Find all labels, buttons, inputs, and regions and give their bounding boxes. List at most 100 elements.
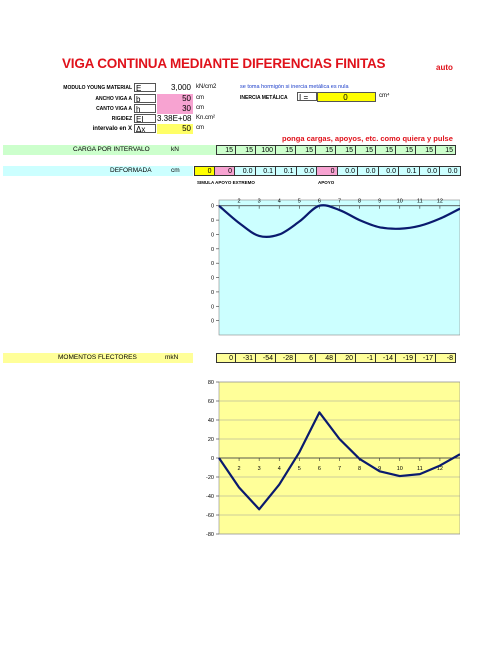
x-tick-label: 12: [437, 199, 443, 205]
momento-cell[interactable]: -1: [356, 353, 376, 363]
deformada-cell[interactable]: 0.1: [399, 166, 420, 176]
y-tick-label: 0: [211, 261, 214, 267]
carga-label: CARGA POR INTERVALO: [73, 146, 150, 153]
param-value-input[interactable]: 50: [157, 94, 193, 104]
deformada-cell[interactable]: 0.0: [358, 166, 379, 176]
y-tick-label: 0: [211, 218, 214, 224]
x-tick-label: 10: [397, 199, 403, 205]
param-label: MODULO YOUNG MATERIAL: [63, 85, 132, 91]
inercia-unit: cm⁴: [379, 93, 390, 99]
x-tick-label: 9: [378, 466, 381, 472]
y-tick-label: 0: [211, 319, 214, 325]
hormigon-note: se toma hormigón si inercia metálica es …: [240, 84, 349, 90]
deformada-cell[interactable]: 0.1: [255, 166, 276, 176]
x-tick-label: 7: [338, 199, 341, 205]
x-tick-label: 5: [298, 199, 301, 205]
inercia-value-input[interactable]: 0: [317, 92, 376, 102]
momento-cell[interactable]: 0: [216, 353, 236, 363]
momento-cell[interactable]: 48: [316, 353, 336, 363]
x-tick-label: 2: [238, 199, 241, 205]
y-tick-label: -40: [206, 494, 214, 500]
x-tick-label: 11: [417, 199, 423, 205]
x-tick-label: 11: [417, 466, 423, 472]
param-unit: Kn.cm²: [196, 115, 216, 121]
momentos-band: MOMENTOS FLECTORES mkN: [3, 353, 193, 363]
carga-cells: 15 15 100 15 15 15 15 15 15 15 15 15: [216, 145, 456, 155]
carga-cell[interactable]: 15: [336, 145, 356, 155]
param-label: ANCHO VIGA A: [95, 96, 132, 102]
deformada-cell[interactable]: 0.1: [276, 166, 297, 176]
param-label: CANTO VIGA A: [96, 106, 132, 112]
param-value-input[interactable]: 3,000: [157, 83, 193, 93]
carga-cell[interactable]: 100: [256, 145, 276, 155]
param-unit: cm: [196, 95, 204, 101]
momento-cell[interactable]: -19: [396, 353, 416, 363]
param-symbol: Δx: [134, 124, 156, 134]
series-line: [218, 411, 460, 511]
carga-cell[interactable]: 15: [216, 145, 236, 155]
x-tick-label: 2: [238, 466, 241, 472]
x-tick-label: 10: [397, 466, 403, 472]
carga-cell[interactable]: 15: [356, 145, 376, 155]
momento-cell[interactable]: -28: [276, 353, 296, 363]
simula-apoyo-label: SIMULA APOYO EXTREMO: [197, 180, 255, 185]
param-value-input[interactable]: 30: [157, 104, 193, 114]
momento-cell[interactable]: 20: [336, 353, 356, 363]
deformada-cell[interactable]: 0: [214, 166, 235, 176]
carga-cell[interactable]: 15: [236, 145, 256, 155]
deformada-cell[interactable]: 0.0: [296, 166, 317, 176]
momento-cell[interactable]: -54: [256, 353, 276, 363]
momentos-cells: 0 -31 -54 -28 6 48 20 -1 -14 -19 -17 -8: [216, 353, 456, 363]
deformada-cells: 0 0 0.0 0.1 0.1 0.0 0 0.0 0.0 0.0 0.1 0.0 0.0: [194, 166, 461, 176]
carga-cell[interactable]: 15: [396, 145, 416, 155]
instructions-note: ponga cargas, apoyos, etc. como quiera y…: [282, 134, 453, 143]
deformada-cell[interactable]: 0: [317, 166, 338, 176]
param-label: RIGIDEZ: [111, 116, 132, 122]
momento-cell[interactable]: -31: [236, 353, 256, 363]
param-unit: cm: [196, 105, 204, 111]
param-unit: cm: [196, 125, 204, 131]
momento-cell[interactable]: -17: [416, 353, 436, 363]
x-tick-label: 3: [258, 199, 261, 205]
momento-cell[interactable]: -8: [436, 353, 456, 363]
y-tick-label: 60: [208, 399, 214, 405]
momento-cell[interactable]: 6: [296, 353, 316, 363]
auto-label[interactable]: auto: [436, 63, 453, 72]
momento-cell[interactable]: -14: [376, 353, 396, 363]
y-tick-label: 0: [211, 247, 214, 253]
param-symbol: h: [134, 104, 156, 114]
y-tick-label: 0: [211, 290, 214, 296]
deformada-cell[interactable]: 0.0: [378, 166, 399, 176]
inercia-symbol: I =: [297, 92, 317, 102]
param-value-input[interactable]: 50: [157, 124, 193, 134]
carga-cell[interactable]: 15: [316, 145, 336, 155]
param-symbol: E: [134, 83, 156, 93]
x-tick-label: 6: [318, 199, 321, 205]
deformada-band: DEFORMADA cm: [3, 166, 193, 176]
param-label: intervalo en X: [92, 126, 132, 132]
carga-cell[interactable]: 15: [416, 145, 436, 155]
x-tick-label: 4: [278, 466, 281, 472]
deformada-label: DEFORMADA: [110, 167, 152, 174]
carga-cell[interactable]: 15: [376, 145, 396, 155]
y-tick-label: 0: [211, 204, 214, 210]
deformada-cell[interactable]: 0.0: [440, 166, 461, 176]
deformada-cell[interactable]: 0.0: [337, 166, 358, 176]
deformada-cell[interactable]: 0.0: [419, 166, 440, 176]
plot-area: [218, 199, 460, 336]
carga-cell[interactable]: 15: [276, 145, 296, 155]
deformada-cell[interactable]: 0.0: [235, 166, 256, 176]
carga-cell[interactable]: 15: [296, 145, 316, 155]
y-tick-label: 0: [211, 276, 214, 282]
x-tick-label: 5: [298, 466, 301, 472]
page-title: VIGA CONTINUA MEDIANTE DIFERENCIAS FINIT…: [62, 56, 386, 71]
y-tick-label: -60: [206, 513, 214, 519]
y-tick-label: -20: [206, 475, 214, 481]
series-line: [218, 204, 460, 239]
deformada-cell[interactable]: 0: [194, 166, 215, 176]
momentos-chart: 80 60 40 20 0 -20 -40 -60 -80 2 3 4 5 6 7 8 9 10 11 12: [206, 380, 460, 538]
carga-unit: kN: [171, 146, 179, 153]
carga-cell[interactable]: 15: [436, 145, 456, 155]
x-tick-label: 8: [358, 466, 361, 472]
param-value-input[interactable]: 3.38E+08: [157, 114, 193, 124]
